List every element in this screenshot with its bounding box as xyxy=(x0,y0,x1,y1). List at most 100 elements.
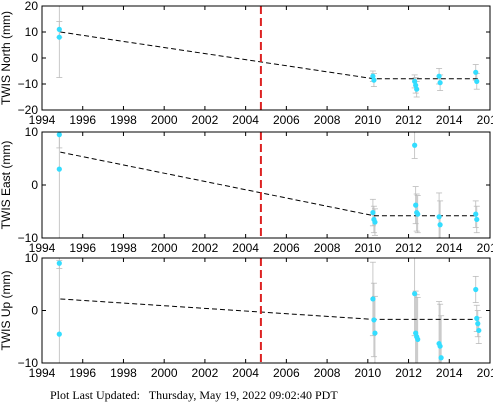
x-tick-label-up-1996: 1996 xyxy=(69,366,96,380)
x-tick-label-east-2012: 2012 xyxy=(395,241,422,255)
data-point-up-8 xyxy=(415,336,421,342)
x-tick-label-north-1996: 1996 xyxy=(69,113,96,127)
data-point-up-14 xyxy=(475,321,481,327)
x-tick-label-east-1994: 1994 xyxy=(29,241,56,255)
panel-north: 1994 1996 1998 2000 2002 2004 2006 2008 2010 2012… xyxy=(0,0,493,127)
x-tick-label-north-2004: 2004 xyxy=(232,113,259,127)
data-point-east-12 xyxy=(474,216,480,223)
y-tick-label-north-10: 10 xyxy=(25,25,39,39)
y-axis-label-east: TWIS East (mm) xyxy=(0,141,13,230)
data-point-east-11 xyxy=(473,211,479,217)
y-tick-label-up-10: 10 xyxy=(25,251,39,265)
data-point-up-1 xyxy=(56,331,62,337)
data-point-up-0 xyxy=(56,260,62,266)
x-tick-label-up-2006: 2006 xyxy=(273,366,300,380)
trend-line-north xyxy=(60,31,478,80)
y-axis-label-up: TWIS Up (mm) xyxy=(0,271,13,351)
y-tick-label-up--10: −10 xyxy=(18,356,39,370)
data-point-east-0 xyxy=(56,132,62,138)
data-point-north-0 xyxy=(56,26,62,32)
points-east xyxy=(56,132,480,228)
data-point-north-1 xyxy=(56,34,62,40)
x-tick-label-up-2016: 2016 xyxy=(477,366,493,380)
y-tick-label-north-0: 0 xyxy=(31,51,38,65)
data-point-east-6 xyxy=(413,202,419,208)
data-point-north-5 xyxy=(413,82,419,88)
data-point-north-7 xyxy=(436,73,442,79)
x-tick-label-up-2008: 2008 xyxy=(314,366,341,380)
y-tick-label-up-0: 0 xyxy=(31,304,38,318)
data-point-east-5 xyxy=(412,142,418,148)
points-up xyxy=(56,260,482,361)
x-tick-label-east-2016: 2016 xyxy=(477,241,493,255)
data-point-up-15 xyxy=(476,327,482,334)
data-point-east-1 xyxy=(56,166,62,172)
x-tick-label-up-1994: 1994 xyxy=(29,366,56,380)
data-point-up-3 xyxy=(371,317,377,323)
x-tick-label-up-2002: 2002 xyxy=(192,366,219,380)
plot-frame-east xyxy=(41,131,491,239)
x-tick-label-up-2000: 2000 xyxy=(151,366,178,380)
data-point-east-4 xyxy=(372,219,378,225)
x-tick-label-east-2014: 2014 xyxy=(436,241,463,255)
trend-line-east xyxy=(60,151,478,217)
x-tick-label-north-2014: 2014 xyxy=(436,113,463,127)
y-tick-label-north--10: −10 xyxy=(18,77,39,91)
data-point-up-13 xyxy=(474,315,480,321)
x-tick-label-north-2006: 2006 xyxy=(273,113,300,127)
plot-last-updated: Plot Last Updated: Thursday, May 19, 202… xyxy=(50,388,338,402)
x-tick-label-east-2004: 2004 xyxy=(232,241,259,255)
x-tick-label-up-2014: 2014 xyxy=(436,366,463,380)
x-tick-label-north-2008: 2008 xyxy=(314,113,341,127)
x-tick-label-north-1998: 1998 xyxy=(110,113,137,127)
data-point-east-8 xyxy=(415,211,421,217)
data-point-east-10 xyxy=(437,222,443,228)
x-tick-label-east-2006: 2006 xyxy=(273,241,300,255)
panel-east: 1994 1996 1998 2000 2002 2004 2006 2008 2010 2012… xyxy=(0,125,493,255)
x-tick-label-north-2010: 2010 xyxy=(354,113,381,127)
errorbars-up xyxy=(56,258,482,363)
x-tick-label-east-1998: 1998 xyxy=(110,241,137,255)
data-point-up-12 xyxy=(473,286,479,293)
data-point-north-4 xyxy=(412,78,418,84)
x-tick-label-east-2008: 2008 xyxy=(314,241,341,255)
data-point-north-3 xyxy=(371,77,377,83)
points-north xyxy=(56,26,480,92)
x-tick-label-up-2010: 2010 xyxy=(354,366,381,380)
x-tick-label-east-2010: 2010 xyxy=(354,241,381,255)
y-tick-label-north-20: 20 xyxy=(25,0,39,13)
data-point-up-10 xyxy=(437,343,443,349)
x-tick-label-north-2012: 2012 xyxy=(395,113,422,127)
x-tick-label-north-2002: 2002 xyxy=(192,113,219,127)
y-tick-label-east--10: −10 xyxy=(18,231,39,245)
x-tick-label-up-2004: 2004 xyxy=(232,366,259,380)
data-point-up-11 xyxy=(438,355,444,361)
data-point-north-9 xyxy=(473,69,479,75)
data-point-north-2 xyxy=(370,73,376,79)
plot-frame-north xyxy=(41,5,491,111)
x-tick-label-east-1996: 1996 xyxy=(69,241,96,255)
x-tick-label-up-2012: 2012 xyxy=(395,366,422,380)
data-point-up-5 xyxy=(412,291,418,297)
data-point-north-10 xyxy=(474,78,480,84)
plot-frame-up xyxy=(41,257,491,364)
data-point-up-4 xyxy=(372,330,378,336)
data-point-north-6 xyxy=(414,86,420,92)
x-tick-label-east-2002: 2002 xyxy=(192,241,219,255)
data-point-east-2 xyxy=(370,209,376,216)
y-tick-label-east-0: 0 xyxy=(31,178,38,192)
data-point-north-8 xyxy=(437,80,443,86)
x-tick-label-north-2016: 2016 xyxy=(477,113,493,127)
data-point-east-9 xyxy=(436,214,442,220)
x-tick-label-up-1998: 1998 xyxy=(110,366,137,380)
y-axis-label-north: TWIS North (mm) xyxy=(0,11,13,105)
x-tick-label-north-2000: 2000 xyxy=(151,113,178,127)
x-tick-label-east-2000: 2000 xyxy=(151,241,178,255)
x-tick-label-north-1994: 1994 xyxy=(29,113,56,127)
data-point-up-2 xyxy=(370,296,376,302)
trend-line-up xyxy=(60,298,478,320)
panel-up: 1994 1996 1998 2000 2002 2004 2006 2008 2010 2012… xyxy=(0,251,493,380)
y-tick-label-north--20: −20 xyxy=(18,103,39,117)
y-tick-label-east-10: 10 xyxy=(25,125,39,139)
